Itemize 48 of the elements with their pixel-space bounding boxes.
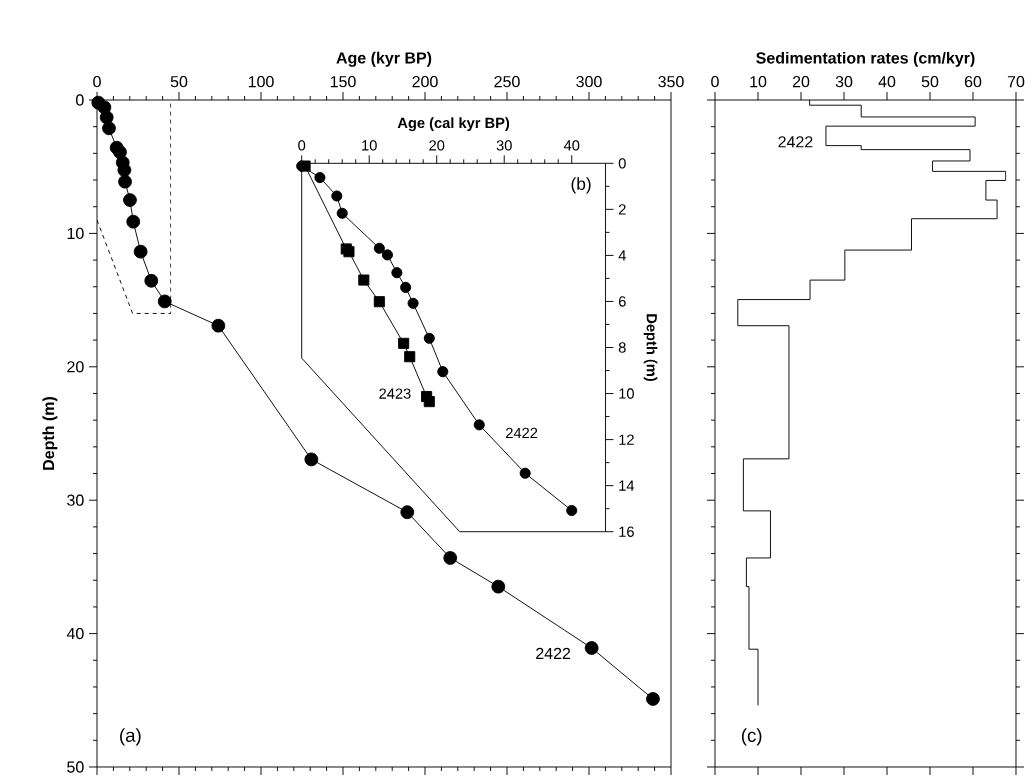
x-tick-label: 300 [576, 75, 602, 88]
x-tick-label: 10 [362, 140, 377, 151]
x-tick-label: 150 [330, 75, 356, 88]
x-tick-label: 40 [878, 75, 896, 88]
x-tick-label: 50 [170, 75, 188, 88]
y-tick-label: 2 [618, 204, 626, 215]
y-tick-label: 14 [619, 480, 635, 491]
x-tick-label: 20 [429, 140, 445, 151]
x-axis-title: Sedimentation rates (cm/kyr) [756, 51, 975, 67]
x-tick-label: 0 [93, 75, 101, 88]
y-tick-label: 20 [67, 361, 84, 373]
series-label: 2423 [379, 388, 411, 399]
y-axis-title: Depth (m) [42, 396, 58, 470]
y-tick-label: 6 [618, 296, 626, 307]
y-tick-label: 0 [76, 94, 84, 106]
y-tick-label: 8 [618, 342, 626, 353]
x-tick-label: 250 [494, 75, 520, 88]
series-label: 2422 [506, 427, 538, 438]
x-tick-label: 350 [658, 75, 684, 88]
x-tick-label: 40 [563, 140, 580, 151]
x-tick-label: 60 [964, 75, 982, 88]
annotation: (b) [571, 177, 591, 194]
x-tick-label: 0 [711, 75, 719, 88]
annotation: (a) [120, 728, 141, 746]
x-axis-title: Age (kyr BP) [336, 51, 432, 67]
x-tick-label: 0 [298, 140, 306, 151]
y-tick-label: 16 [619, 526, 634, 537]
x-tick-label: 100 [248, 75, 274, 88]
x-tick-label: 30 [835, 75, 853, 88]
x-tick-label: 200 [412, 75, 438, 88]
y-tick-label: 10 [67, 227, 84, 240]
x-tick-label: 50 [921, 75, 939, 88]
y-axis-title: Depth (m) [643, 314, 658, 381]
x-tick-label: 70 [1007, 75, 1025, 88]
series-label: 2422 [536, 647, 571, 659]
x-tick-label: 20 [792, 75, 810, 88]
y-tick-label: 30 [67, 494, 84, 506]
x-tick-label: 30 [496, 140, 512, 151]
y-tick-label: 50 [67, 761, 84, 773]
y-tick-label: 4 [618, 250, 626, 261]
series-label: 2422 [778, 136, 813, 148]
y-tick-label: 12 [619, 434, 634, 445]
x-tick-label: 10 [750, 75, 767, 88]
y-tick-label: 40 [66, 627, 84, 640]
x-axis-title: Age (cal kyr BP) [397, 117, 510, 132]
y-tick-label: 10 [619, 388, 634, 399]
annotation: (c) [741, 728, 762, 746]
y-tick-label: 0 [618, 158, 626, 169]
